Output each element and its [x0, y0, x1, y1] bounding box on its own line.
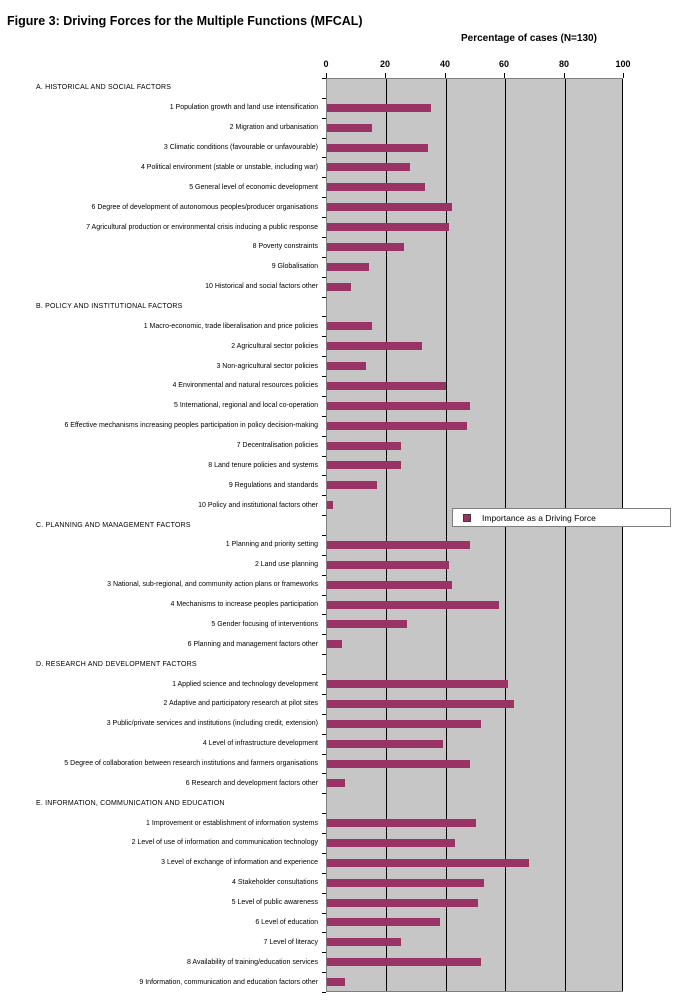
category-label: 10 Policy and institutional factors othe…: [198, 501, 318, 509]
category-label: 6 Degree of development of autonomous pe…: [91, 203, 318, 211]
x-axis-tick-label: 40: [439, 59, 451, 69]
x-axis-tick-label: 20: [379, 59, 391, 69]
category-label: 7 Agricultural production or environment…: [86, 223, 318, 231]
category-label: 6 Effective mechanisms increasing people…: [64, 422, 318, 430]
category-label: 3 Public/private services and institutio…: [106, 720, 318, 728]
category-label: 2 Level of use of information and commun…: [131, 839, 318, 847]
category-label: 10 Historical and social factors other: [205, 283, 318, 291]
section-header: C. PLANNING AND MANAGEMENT FACTORS: [36, 521, 191, 529]
x-axis-tick-label: 60: [498, 59, 510, 69]
category-label: 4 Political environment (stable or unsta…: [140, 163, 318, 171]
category-label: 5 General level of economic development: [189, 183, 318, 191]
category-label: 4 Mechanisms to increase peoples partici…: [170, 601, 318, 609]
category-label: 9 Information, communication and educati…: [139, 978, 318, 986]
section-header: B. POLICY AND INSTITUTIONAL FACTORS: [36, 302, 183, 310]
category-label: 3 Non-agricultural sector policies: [216, 362, 318, 370]
category-label: 7 Level of literacy: [263, 938, 318, 946]
section-header: D. RESEARCH AND DEVELOPMENT FACTORS: [36, 660, 197, 668]
category-label: 4 Level of infrastructure development: [202, 740, 318, 748]
category-label: 8 Availability of training/education ser…: [186, 958, 318, 966]
gridline: [386, 79, 387, 991]
category-label: 1 Planning and priority setting: [225, 541, 318, 549]
category-label: 6 Level of education: [255, 918, 318, 926]
x-axis-title: Percentage of cases (N=130): [461, 33, 597, 44]
category-label: 7 Decentralisation policies: [236, 442, 318, 450]
legend-label: Importance as a Driving Force: [482, 512, 596, 523]
category-label: 6 Planning and management factors other: [187, 640, 318, 648]
gridline: [505, 79, 506, 991]
category-label: 3 Climatic conditions (favourable or unf…: [163, 144, 318, 152]
category-label: 2 Adaptive and participatory research at…: [163, 700, 318, 708]
legend: Importance as a Driving Force: [452, 508, 671, 527]
x-axis-tick-label: 0: [323, 59, 329, 69]
category-label: 5 Degree of collaboration between resear…: [64, 759, 318, 767]
figure-title: Figure 3: Driving Forces for the Multipl…: [7, 14, 363, 28]
category-label: 6 Research and development factors other: [185, 779, 318, 787]
category-label: 1 Applied science and technology develop…: [172, 680, 318, 688]
legend-marker-icon: [463, 513, 471, 522]
gridline: [622, 79, 623, 991]
category-label: 3 Level of exchange of information and e…: [161, 859, 318, 867]
x-axis-tick-label: 80: [558, 59, 570, 69]
category-label: 1 Improvement or establishment of inform…: [146, 819, 318, 827]
category-label: 1 Population growth and land use intensi…: [169, 104, 318, 112]
category-label: 1 Macro-economic, trade liberalisation a…: [143, 322, 318, 330]
gridline: [565, 79, 566, 991]
section-header: E. INFORMATION, COMMUNICATION AND EDUCAT…: [36, 799, 225, 807]
category-label: 9 Regulations and standards: [228, 481, 318, 489]
y-axis-tick: [322, 992, 326, 993]
category-label: 5 Gender focusing of interventions: [211, 620, 318, 628]
category-label: 3 National, sub-regional, and community …: [107, 581, 318, 589]
x-axis-tick: [623, 73, 624, 78]
section-header: A. HISTORICAL AND SOCIAL FACTORS: [36, 84, 172, 92]
category-label: 4 Environmental and natural resources po…: [172, 382, 318, 390]
category-label: 5 Level of public awareness: [231, 899, 318, 907]
plot-area: [326, 78, 623, 992]
category-label: 2 Agricultural sector policies: [231, 342, 318, 350]
category-label: 8 Poverty constraints: [252, 243, 318, 251]
category-label: 8 Land tenure policies and systems: [208, 461, 318, 469]
category-label: 5 International, regional and local co-o…: [174, 402, 318, 410]
x-axis-tick-label: 100: [615, 59, 631, 69]
category-label: 2 Land use planning: [254, 561, 318, 569]
category-label: 2 Migration and urbanisation: [229, 124, 318, 132]
gridline: [446, 79, 447, 991]
category-label: 4 Stakeholder consultations: [232, 879, 318, 887]
category-label: 9 Globalisation: [271, 263, 318, 271]
